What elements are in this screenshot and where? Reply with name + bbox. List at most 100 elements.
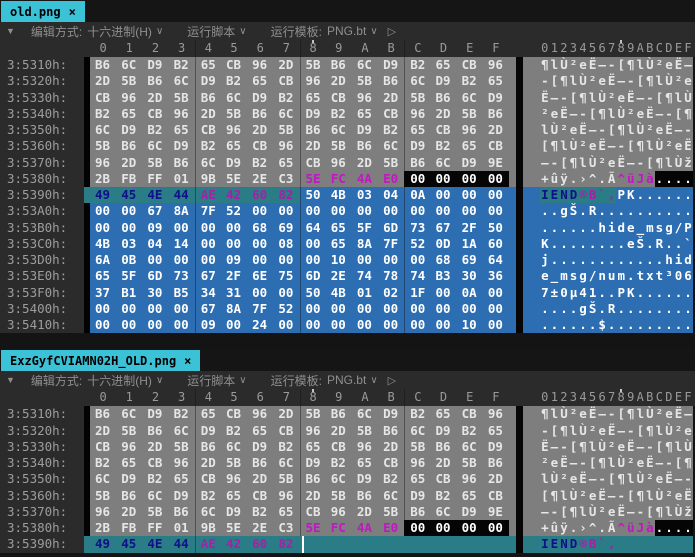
ascii-char[interactable]: - [598, 471, 606, 487]
ascii-char[interactable]: – [674, 122, 683, 137]
ascii-char[interactable]: . [683, 317, 693, 334]
hex-byte[interactable]: B6 [330, 406, 346, 422]
ascii-char[interactable]: . [578, 235, 588, 252]
ascii-char[interactable]: ¶ [646, 73, 654, 89]
ascii-char[interactable]: Ù [569, 487, 578, 503]
hex-byte[interactable]: 9E [487, 154, 503, 170]
hex-byte[interactable]: 5B [95, 138, 111, 154]
ascii-char[interactable]: ² [665, 138, 673, 154]
hex-byte[interactable]: D9 [147, 406, 163, 422]
ascii-char[interactable]: ² [607, 438, 616, 454]
hex-byte[interactable]: 2D [299, 138, 326, 155]
hex-byte[interactable]: B6 [121, 487, 137, 503]
hex-byte[interactable]: 5E [299, 170, 326, 187]
hex-byte[interactable]: B2 [173, 406, 189, 422]
hex-byte[interactable]: B6 [435, 89, 451, 105]
ascii-char[interactable]: Ù [569, 138, 578, 154]
ascii-char[interactable]: ž [684, 154, 692, 170]
ascii-char[interactable]: . [606, 203, 617, 220]
hex-byte[interactable]: 96 [252, 406, 268, 422]
ascii-char[interactable]: . [540, 317, 550, 334]
hex-byte[interactable]: 7F [247, 300, 274, 317]
ascii-char[interactable]: N [559, 187, 569, 204]
ascii-char[interactable]: ² [579, 487, 587, 503]
hex-byte[interactable]: 7F [378, 235, 405, 252]
hex-byte[interactable]: B6 [173, 154, 189, 170]
ascii-char[interactable]: Š [635, 235, 646, 252]
ascii-char[interactable]: e [636, 105, 645, 121]
hex-byte[interactable]: 96 [278, 487, 294, 503]
ascii-char[interactable]: – [684, 57, 692, 72]
hex-byte[interactable]: CB [461, 406, 477, 422]
ascii-char[interactable]: ¶ [541, 57, 549, 72]
ascii-char[interactable]: . [616, 252, 627, 269]
hex-byte[interactable]: 2D [383, 89, 399, 105]
hex-byte[interactable]: 00 [456, 187, 483, 204]
ascii-char[interactable]: . [654, 284, 665, 301]
ascii-char[interactable]: - [541, 73, 549, 89]
ascii-char[interactable]: Ù [579, 73, 587, 89]
ascii-char[interactable]: . [568, 235, 579, 252]
hex-byte[interactable]: 68 [247, 219, 274, 236]
hex-byte[interactable]: 65 [121, 105, 137, 121]
hex-byte[interactable]: 8A [351, 235, 379, 252]
ascii-char[interactable]: ² [598, 154, 606, 170]
hex-byte[interactable]: CB [194, 122, 221, 139]
ascii-char[interactable]: Ë [674, 57, 683, 72]
ascii-char[interactable]: e [579, 57, 587, 72]
chevron-down-icon[interactable]: ∨ [239, 374, 247, 386]
hex-byte[interactable]: 00 [430, 170, 457, 187]
hex-byte[interactable]: 73 [404, 219, 431, 236]
hex-byte[interactable]: 00 [482, 317, 509, 334]
hex-byte[interactable]: 00 [430, 187, 457, 204]
hex-byte[interactable]: 8A [220, 300, 248, 317]
hex-byte[interactable]: 00 [325, 317, 352, 334]
ascii-char[interactable]: g [578, 268, 588, 285]
hex-byte[interactable]: 36 [482, 268, 509, 285]
hex-byte[interactable]: 00 [116, 317, 143, 334]
ascii-char[interactable]: ÿ [560, 170, 568, 186]
hex-byte[interactable]: B2 [404, 57, 430, 74]
ascii-char[interactable]: . [606, 252, 617, 269]
hex-byte[interactable]: 2D [121, 503, 137, 519]
hex-byte[interactable]: 00 [430, 317, 457, 334]
ascii-char[interactable]: – [598, 406, 606, 422]
ascii-char[interactable]: Ë [588, 57, 597, 72]
ascii-char[interactable]: [ [560, 154, 568, 170]
ascii-char[interactable]: Ë [684, 487, 692, 503]
hex-byte[interactable]: 01 [351, 284, 379, 301]
ascii-char[interactable]: E [549, 536, 560, 553]
hex-byte[interactable]: 00 [351, 317, 379, 334]
hex-byte[interactable]: 6C [383, 138, 399, 154]
tab-exz-old-png[interactable]: ExzGyfCVIAMN02H_OLD.png × [1, 350, 201, 372]
hex-byte[interactable]: 65 [461, 487, 477, 503]
hex-byte[interactable]: B6 [299, 122, 326, 139]
ascii-char[interactable]: 6 [683, 268, 693, 285]
hex-byte[interactable]: 00 [299, 252, 326, 269]
ascii-char[interactable]: Ë [684, 138, 692, 154]
hex-byte[interactable]: 03 [351, 187, 379, 204]
ascii-char[interactable]: [ [617, 57, 625, 72]
ascii-char[interactable]: - [560, 438, 568, 454]
ascii-char[interactable]: . [635, 203, 646, 220]
hex-byte[interactable]: 49 [90, 536, 117, 553]
hex-byte[interactable]: B2 [147, 122, 163, 137]
ascii-char[interactable]: ® [578, 536, 588, 553]
ascii-char[interactable]: e [674, 487, 683, 503]
ascii-char[interactable]: ¶ [684, 105, 692, 121]
ascii-char[interactable]: . [569, 520, 578, 535]
ascii-char[interactable]: I [540, 536, 550, 553]
ascii-char[interactable]: – [541, 154, 549, 170]
hex-byte[interactable]: 00 [404, 300, 431, 317]
ascii-char[interactable]: . [626, 252, 636, 269]
hex-byte[interactable]: 65 [435, 406, 451, 422]
hex-byte[interactable]: CB [487, 487, 503, 503]
ascii-char[interactable]: . [559, 317, 569, 334]
ascii-char[interactable]: . [597, 284, 607, 301]
ascii-char[interactable]: Ù [617, 105, 625, 121]
ascii-char[interactable]: . [598, 520, 606, 535]
ascii-char[interactable]: . [540, 203, 550, 220]
hex-byte[interactable]: 6C [225, 438, 241, 454]
ascii-char[interactable]: . [598, 170, 606, 186]
hex-byte[interactable]: B5 [168, 284, 195, 301]
